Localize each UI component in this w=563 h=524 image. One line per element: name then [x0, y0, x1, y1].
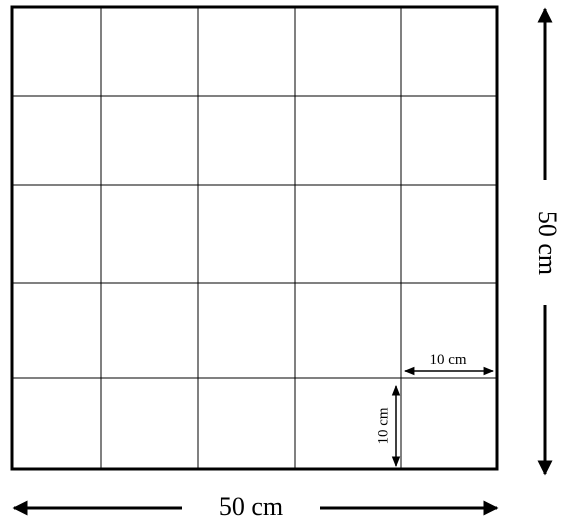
cell-width-label: 10 cm [429, 352, 466, 368]
quadrat-frame [10, 5, 499, 471]
cell-height-label: 10 cm [375, 407, 391, 444]
grid-lines [12, 7, 497, 469]
bottom-dimension-label: 50 cm [219, 492, 283, 521]
right-dimension-label: 50 cm [533, 211, 562, 275]
